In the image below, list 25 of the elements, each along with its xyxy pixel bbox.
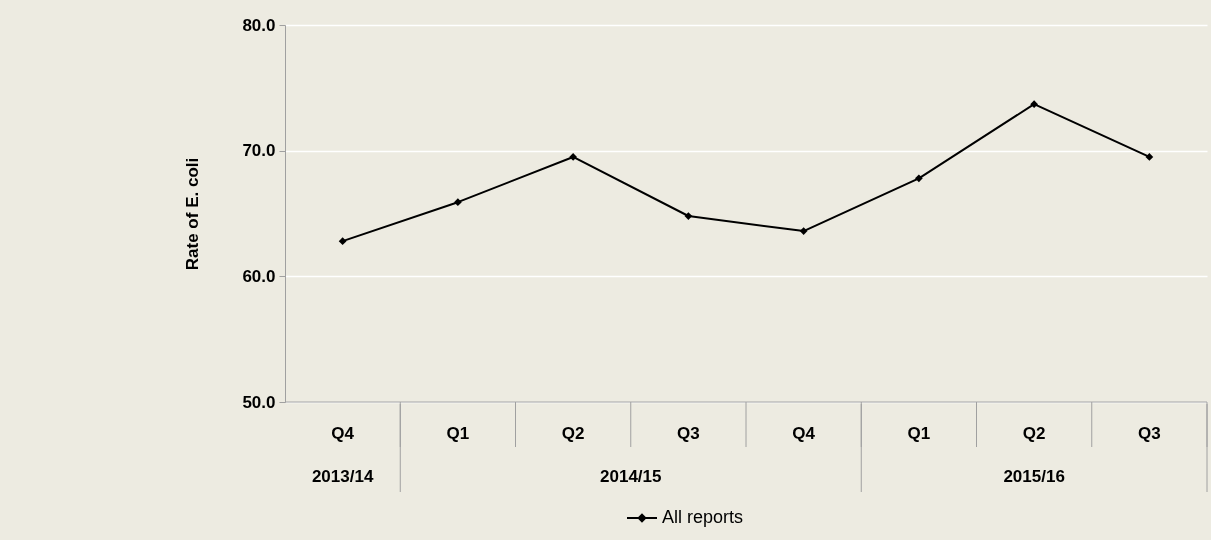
y-tick-label: 80.0	[242, 15, 276, 35]
x-tick-label: Q4	[331, 424, 355, 443]
point	[569, 153, 577, 161]
point	[1030, 100, 1038, 109]
point	[915, 174, 923, 183]
x-tick-label: Q3	[1138, 424, 1161, 443]
x-tick-label: Q1	[907, 424, 931, 443]
x-tick-label: Q1	[446, 424, 470, 443]
x-tick-label: Q3	[677, 424, 700, 443]
text: 2013/14	[311, 467, 374, 486]
point	[684, 212, 693, 220]
y-axis-title: Rate of E. coli	[183, 157, 203, 271]
point	[1145, 153, 1154, 161]
x-tick-label: Q2	[1022, 424, 1046, 443]
point	[454, 198, 462, 207]
y-tick-label: 50.0	[242, 392, 276, 412]
text: 2015/16	[1003, 467, 1065, 486]
x-tick-label: Q2	[561, 424, 585, 443]
x-tick-label: Q4	[792, 424, 816, 443]
legend-label: All reports	[662, 507, 744, 527]
point	[338, 237, 347, 246]
y-tick-label: 70.0	[242, 141, 276, 161]
text: 2014/15	[600, 467, 662, 486]
y-tick-label: 60.0	[242, 266, 276, 286]
point	[799, 227, 808, 235]
